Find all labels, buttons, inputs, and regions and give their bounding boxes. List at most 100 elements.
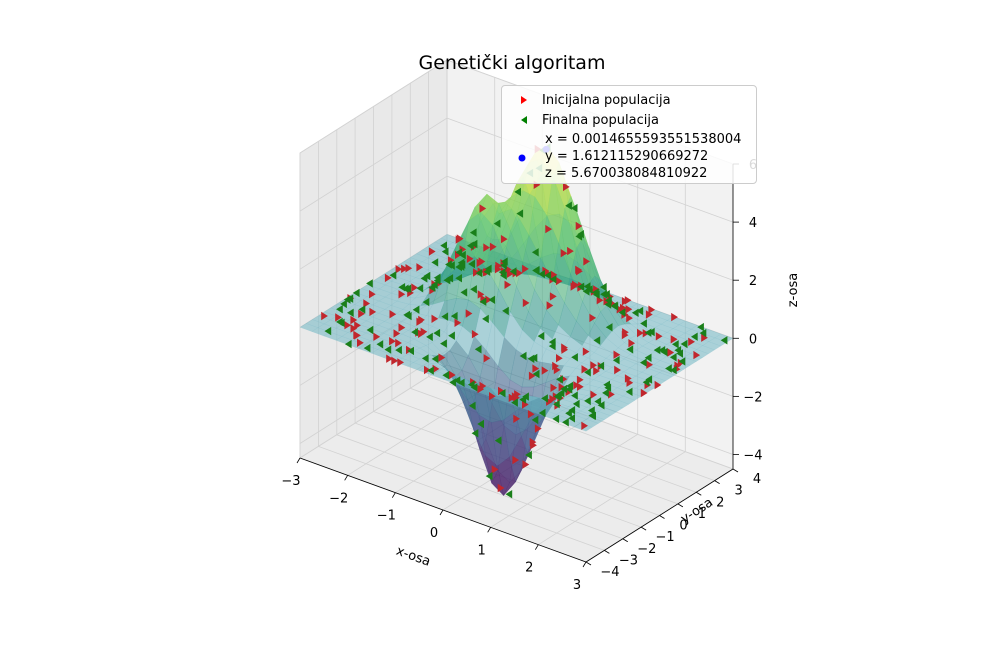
marker-initial	[395, 265, 403, 274]
gridline-y	[354, 118, 642, 528]
x-tick-label: 0	[430, 526, 438, 541]
marker-initial	[389, 310, 397, 319]
marker-initial	[513, 414, 520, 423]
legend-marker-initial	[502, 91, 542, 109]
marker-initial	[384, 273, 392, 283]
marker-initial	[335, 313, 342, 322]
marker-final	[469, 228, 477, 237]
marker-initial	[522, 400, 529, 409]
marker-initial	[369, 307, 377, 317]
marker-initial	[626, 378, 634, 387]
marker-initial	[477, 384, 485, 394]
marker-final	[384, 345, 392, 354]
z-tick-label: −4	[743, 449, 762, 464]
marker-initial	[576, 375, 584, 384]
marker-initial	[373, 332, 381, 341]
marker-initial	[512, 455, 520, 465]
marker-final	[577, 282, 585, 291]
marker-final	[448, 331, 455, 340]
marker-final	[640, 358, 647, 367]
marker-initial	[563, 182, 570, 192]
x-tick	[487, 527, 492, 533]
marker-initial	[466, 254, 474, 263]
marker-initial	[549, 394, 557, 404]
marker-final	[583, 282, 591, 291]
marker-final	[541, 394, 548, 403]
marker-initial	[497, 483, 505, 493]
marker-initial	[350, 324, 358, 333]
marker-initial	[640, 388, 648, 398]
marker-initial	[431, 314, 439, 323]
marker-final	[494, 436, 502, 445]
marker-initial	[354, 321, 361, 330]
marker-final	[669, 353, 677, 362]
marker-final	[412, 305, 420, 314]
marker-final	[552, 414, 560, 424]
marker-final	[626, 345, 634, 354]
marker-initial	[386, 354, 393, 363]
marker-final	[691, 332, 698, 341]
marker-final	[678, 357, 686, 366]
marker-final	[556, 375, 563, 384]
marker-initial	[491, 465, 499, 474]
marker-initial	[560, 249, 568, 258]
marker-initial	[532, 364, 540, 373]
marker-final	[670, 365, 677, 375]
marker-initial	[621, 297, 629, 306]
marker-initial	[401, 264, 408, 273]
marker-final	[457, 378, 465, 387]
marker-final	[366, 325, 374, 335]
marker-initial	[479, 204, 487, 213]
marker-initial	[655, 332, 663, 341]
marker-initial	[593, 366, 600, 376]
marker-initial	[582, 347, 590, 356]
marker-initial	[626, 313, 633, 323]
marker-final	[571, 391, 578, 400]
z-tick-label: 2	[749, 274, 757, 289]
marker-initial	[357, 338, 364, 347]
marker-initial	[556, 354, 563, 363]
marker-initial	[455, 235, 463, 244]
marker-final	[594, 397, 602, 406]
x-tick-label: −3	[281, 474, 300, 489]
marker-final	[584, 396, 591, 406]
y-tick	[659, 515, 665, 519]
marker-initial	[483, 354, 491, 363]
marker-initial	[483, 243, 490, 252]
marker-final	[571, 353, 578, 362]
z-tick-label: 4	[749, 216, 757, 231]
marker-final	[427, 366, 434, 375]
marker-final	[720, 336, 728, 345]
marker-initial	[473, 268, 480, 277]
marker-final	[470, 285, 477, 294]
marker-initial	[449, 370, 456, 380]
marker-final	[584, 368, 591, 377]
z-tick-label: 0	[749, 332, 757, 347]
marker-final	[482, 314, 489, 324]
marker-final	[537, 331, 545, 341]
marker-final	[431, 354, 439, 364]
gridline-y	[336, 129, 623, 540]
marker-final	[519, 351, 527, 361]
marker-initial	[608, 390, 615, 399]
marker-initial	[590, 390, 598, 399]
marker-final	[470, 383, 478, 392]
y-tick	[696, 491, 702, 496]
x-axis-label: x-osa	[394, 544, 432, 570]
marker-initial	[534, 424, 542, 433]
marker-initial	[495, 261, 502, 270]
marker-initial	[596, 296, 604, 305]
marker-final	[531, 415, 539, 425]
x-tick-label: −1	[377, 509, 396, 524]
marker-final	[588, 406, 595, 415]
marker-final	[548, 341, 556, 351]
marker-final	[433, 328, 441, 338]
z-tick-label: −2	[743, 390, 762, 405]
marker-final	[605, 296, 612, 305]
marker-final	[483, 267, 491, 276]
marker-final	[549, 275, 557, 284]
marker-initial	[321, 311, 328, 321]
marker-final	[459, 250, 466, 260]
y-tick-label: 2	[716, 495, 724, 510]
